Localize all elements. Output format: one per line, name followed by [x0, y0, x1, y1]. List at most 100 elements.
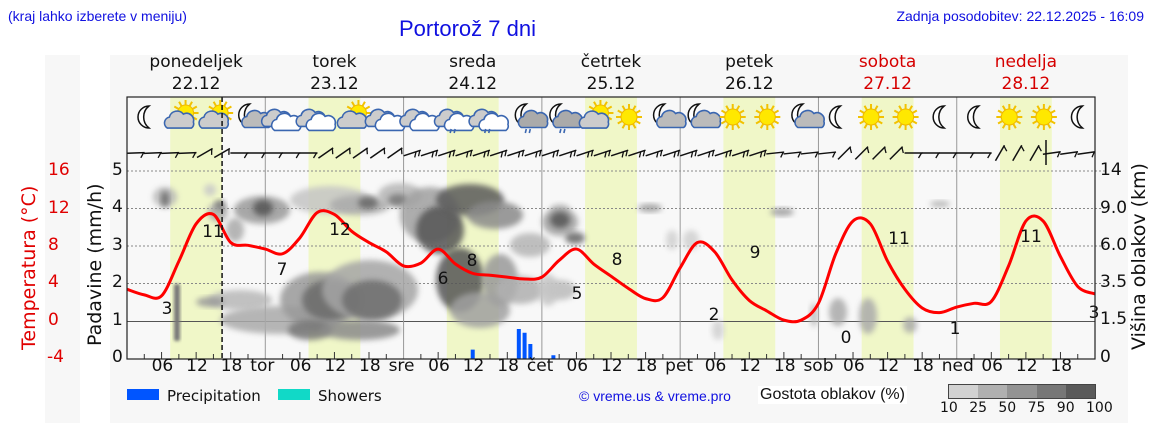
- cloud-tick: 3.5: [1100, 272, 1128, 292]
- x-label: 12: [324, 356, 347, 376]
- sun-cloud-icon: [578, 100, 614, 129]
- legend-showers-label: Showers: [318, 387, 382, 405]
- day-name-1: torek: [312, 52, 357, 72]
- x-label: 06: [704, 356, 727, 376]
- day-name-3: četrtek: [580, 52, 642, 72]
- moon-icon: [828, 105, 843, 129]
- density-swatch: [978, 385, 1008, 398]
- x-label: 18: [359, 356, 381, 376]
- temperature-label: 2: [709, 305, 720, 325]
- temperature-label: 11: [1020, 227, 1042, 247]
- sun-cloud-icon: [163, 100, 199, 129]
- temperature-axis-panel: [45, 55, 80, 423]
- day-name-0: ponedeljek: [149, 52, 243, 72]
- x-label: 18: [220, 356, 243, 376]
- x-label: 06: [981, 356, 1003, 376]
- density-tick: 25: [969, 400, 988, 416]
- density-tick: 50: [998, 400, 1017, 416]
- day-name-4: petek: [725, 52, 774, 72]
- sun-cloud-icon: [198, 100, 234, 129]
- moon-icon: [967, 105, 981, 129]
- density-tick: 75: [1027, 400, 1046, 416]
- x-label: 06: [843, 356, 865, 376]
- temperature-label: 8: [612, 250, 623, 270]
- density-tick: 90: [1056, 400, 1075, 416]
- sun-icon: [616, 104, 643, 130]
- precip-tick: 5: [112, 159, 123, 180]
- cloud-tick: 0: [1100, 347, 1111, 367]
- sun-icon: [1030, 104, 1057, 130]
- sun-icon: [858, 104, 885, 130]
- cloud-tick: 6.0: [1100, 235, 1128, 255]
- cloud-density-shading: [153, 183, 950, 341]
- density-swatch: [949, 385, 979, 398]
- day-date-3: 25.12: [586, 74, 636, 94]
- day-date-6: 28.12: [1001, 74, 1051, 94]
- cloud-density-title: Gostota oblakov (%): [758, 386, 907, 404]
- cloud-tick: 1.5: [1100, 309, 1128, 329]
- x-label: 18: [773, 356, 796, 376]
- x-label: 12: [1015, 356, 1038, 376]
- temperature-label: 3: [162, 299, 173, 319]
- temperature-line: [126, 209, 1096, 324]
- x-label: 12: [186, 356, 208, 376]
- location-hint: (kraj lahko izberete v meniju): [8, 8, 187, 24]
- day-name-6: nedelja: [994, 52, 1058, 72]
- temperature-label: 6: [438, 269, 449, 289]
- x-label: 12: [877, 356, 900, 376]
- cloud-tick: 14: [1100, 160, 1122, 180]
- moon-cloud-icon: [652, 103, 687, 129]
- temp-tick: 0: [48, 310, 59, 330]
- temperature-label: 11: [202, 222, 224, 242]
- x-label: 06: [566, 356, 589, 376]
- cloud-drizzle-icon: [433, 108, 475, 134]
- precip-tick: 3: [112, 234, 123, 255]
- copyright-link[interactable]: © vreme.us & vreme.pro: [579, 388, 731, 404]
- weather-icons: [137, 100, 1085, 134]
- sun-icon: [996, 104, 1023, 130]
- cloud-icon: [364, 108, 406, 132]
- sun-icon: [892, 104, 919, 130]
- moon-icon: [1070, 105, 1085, 129]
- moon-cloud-drizzle-icon: [549, 103, 583, 134]
- day-name-2: sreda: [449, 52, 497, 72]
- moon-cloud-icon: [687, 103, 722, 129]
- x-label: sob: [803, 356, 834, 376]
- x-label: 12: [462, 356, 485, 376]
- moon-icon: [137, 105, 152, 129]
- plot-frame: [126, 96, 1096, 360]
- day-name-5: sobota: [858, 52, 917, 72]
- density-swatch: [1036, 385, 1066, 398]
- temp-tick: -4: [47, 347, 64, 367]
- legend-precipitation-swatch: [127, 389, 159, 400]
- density-swatch: [1007, 385, 1037, 398]
- temperature-label: 5: [572, 284, 583, 304]
- x-label: 12: [601, 356, 623, 376]
- precip-tick: 0: [112, 347, 123, 367]
- day-date-5: 27.12: [863, 74, 912, 94]
- temperature-label: 1: [950, 319, 961, 339]
- x-label: 18: [635, 356, 658, 376]
- x-label: 18: [912, 356, 934, 376]
- temperature-label: 0: [841, 328, 852, 348]
- temp-tick: 12: [48, 198, 70, 218]
- x-label: 18: [497, 356, 519, 376]
- temperature-label: 7: [277, 260, 288, 280]
- cloud-icon: [260, 108, 302, 132]
- density-tick: 10: [940, 400, 958, 416]
- moon-icon: [932, 105, 947, 129]
- last-update: Zadnja posodobitev: 22.12.2025 - 16:09: [896, 8, 1144, 24]
- sun-icon: [719, 104, 746, 130]
- x-label: 06: [151, 356, 174, 376]
- x-label: pet: [665, 356, 694, 376]
- day-date-1: 23.12: [310, 74, 359, 94]
- x-label: tor: [250, 356, 275, 376]
- temp-tick: 16: [48, 160, 70, 180]
- precip-tick: 2: [112, 272, 123, 292]
- day-date-2: 24.12: [448, 74, 498, 94]
- temperature-label: 11: [888, 229, 910, 249]
- temperature-label: 9: [750, 243, 761, 263]
- legend-showers-swatch: [278, 389, 310, 400]
